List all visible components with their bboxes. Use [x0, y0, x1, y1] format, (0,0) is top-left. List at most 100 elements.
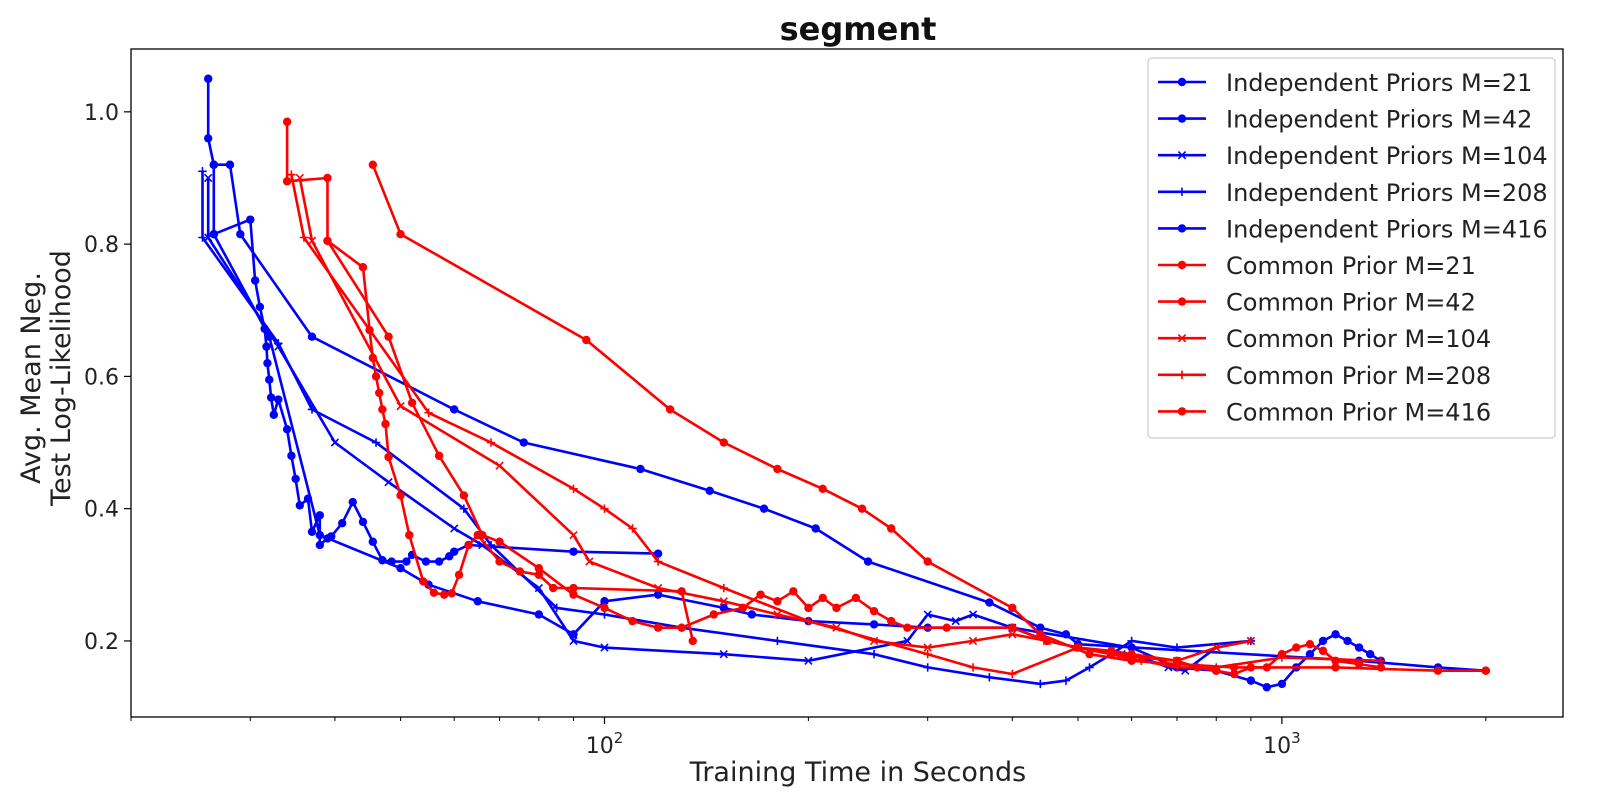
data-point: [315, 511, 325, 520]
data-point: [832, 603, 841, 613]
data-point: [857, 504, 867, 513]
data-point: [569, 636, 578, 646]
data-point: [1229, 669, 1239, 679]
data-point: [307, 332, 317, 341]
legend-item: Common Prior M=208: [1158, 362, 1491, 390]
data-point: [1008, 623, 1017, 632]
data-point: [628, 524, 637, 533]
legend-marker: [1177, 77, 1187, 87]
data-point: [307, 405, 317, 414]
data-point: [315, 540, 325, 550]
data-point: [923, 663, 932, 672]
y-tick-label: 0.2: [84, 630, 119, 655]
data-point: [405, 530, 414, 540]
data-point: [209, 160, 218, 169]
data-point: [985, 598, 994, 607]
data-point: [886, 616, 896, 626]
legend-label: Independent Priors M=208: [1226, 179, 1548, 207]
chart-title: segment: [780, 10, 937, 48]
data-point: [923, 649, 932, 659]
legend-marker: [1177, 151, 1187, 160]
data-point: [203, 74, 213, 83]
data-point: [371, 438, 381, 447]
data-point: [307, 236, 317, 245]
data-point: [1481, 666, 1491, 675]
data-point: [1246, 676, 1256, 685]
data-point: [384, 332, 393, 341]
data-point: [429, 588, 439, 597]
data-point: [450, 405, 459, 414]
series-layer: [198, 74, 1491, 692]
series-line: [285, 121, 695, 642]
data-point: [440, 590, 449, 599]
data-point: [1354, 643, 1364, 652]
data-point: [246, 215, 255, 224]
series-6: [368, 160, 1491, 675]
data-point: [759, 504, 769, 513]
data-point: [515, 567, 525, 576]
data-point: [1008, 630, 1017, 639]
plot-frame: [130, 48, 1564, 718]
data-point: [942, 623, 951, 632]
legend-item: Common Prior M=104: [1158, 325, 1491, 353]
data-point: [381, 419, 390, 429]
data-point: [709, 610, 718, 619]
data-point: [291, 474, 300, 484]
data-point: [1085, 663, 1094, 672]
data-point: [665, 405, 675, 414]
y-axis-label: Avg. Mean Neg. Test Log-Likelihood: [16, 250, 77, 507]
data-point: [337, 519, 347, 528]
data-point: [719, 597, 728, 606]
data-point: [1262, 663, 1272, 672]
data-point: [688, 636, 697, 646]
data-point: [204, 173, 213, 183]
data-point: [773, 597, 782, 606]
data-point: [1036, 623, 1045, 632]
data-point: [450, 547, 459, 556]
data-point: [1305, 649, 1315, 659]
data-point: [582, 335, 591, 345]
data-point: [1433, 666, 1443, 675]
data-point: [1008, 603, 1017, 613]
data-point: [923, 610, 932, 619]
data-point: [600, 643, 609, 652]
data-point: [1008, 669, 1017, 679]
data-point: [869, 606, 879, 616]
legend-label: Common Prior M=42: [1226, 289, 1476, 317]
data-point: [384, 478, 393, 487]
data-point: [1036, 679, 1045, 689]
data-point: [1107, 646, 1116, 656]
x-axis-label: Training Time in Seconds: [689, 757, 1026, 788]
data-point: [1137, 656, 1146, 665]
data-point: [628, 616, 637, 626]
legend-marker: [1177, 224, 1187, 233]
data-point: [454, 570, 464, 580]
data-point: [464, 540, 473, 550]
y-tick-label: 0.8: [84, 233, 119, 258]
legend-item: Independent Priors M=416: [1158, 215, 1548, 243]
data-point: [804, 603, 813, 613]
data-point: [1331, 630, 1340, 639]
data-point: [600, 603, 609, 613]
data-point: [600, 504, 609, 513]
data-point: [274, 339, 283, 348]
data-point: [569, 547, 578, 556]
data-point: [323, 236, 332, 246]
data-point: [209, 229, 218, 239]
data-point: [811, 524, 820, 533]
data-point: [869, 620, 879, 629]
data-point: [384, 452, 393, 462]
data-point: [773, 464, 782, 474]
series-7: [282, 117, 697, 646]
data-point: [282, 117, 292, 126]
legend-label: Common Prior M=104: [1226, 325, 1491, 353]
data-point: [450, 524, 459, 533]
y-tick-label: 1.0: [84, 101, 119, 126]
data-point: [585, 557, 594, 566]
data-point: [653, 623, 663, 632]
data-point: [1193, 663, 1202, 672]
data-point: [315, 530, 325, 540]
data-point: [203, 134, 213, 143]
data-point: [552, 603, 561, 613]
